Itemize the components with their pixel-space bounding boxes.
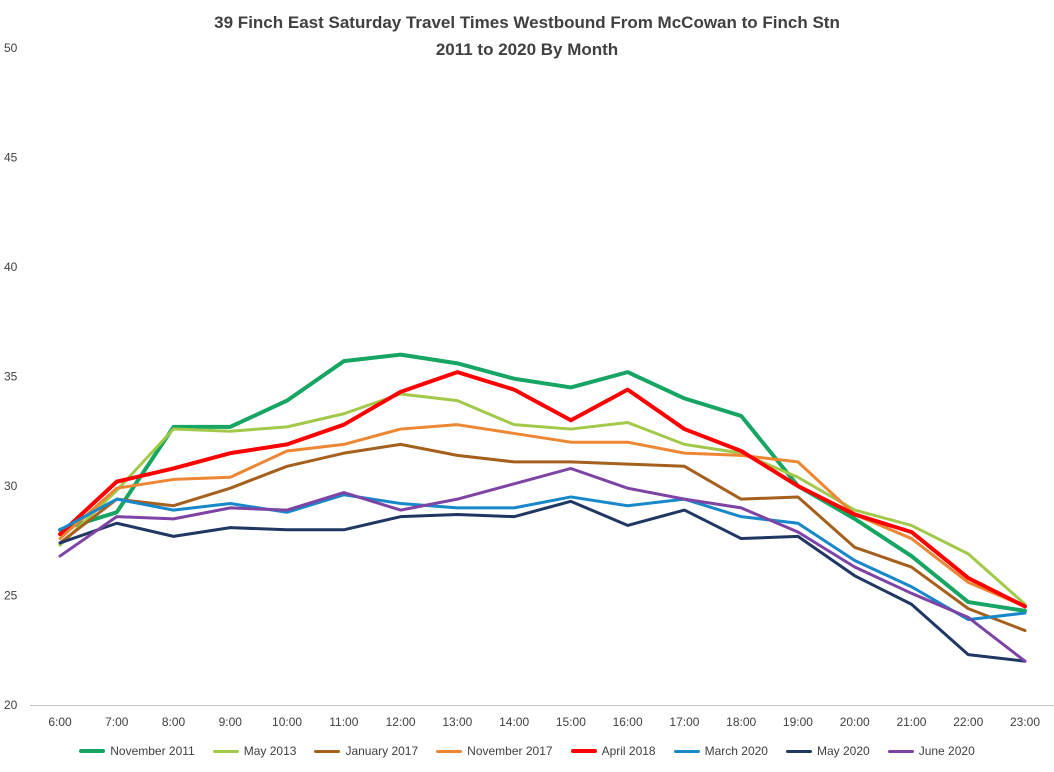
x-tick-label: 13:00 — [442, 715, 472, 729]
legend-item-may-2020: May 2020 — [785, 744, 870, 758]
legend-swatch-may-2020 — [785, 749, 812, 753]
legend-swatch-may-2013 — [212, 749, 239, 753]
x-tick-label: 18:00 — [726, 715, 756, 729]
travel-times-line-chart: 20 25 30 35 40 45 50 6:00 7:00 8:00 9:00 10:00 11:00… — [4, 41, 1054, 729]
x-tick-label: 16:00 — [613, 715, 643, 729]
y-tick-label: 50 — [4, 41, 18, 55]
x-tick-label: 17:00 — [669, 715, 699, 729]
x-tick-label: 14:00 — [499, 715, 529, 729]
x-tick-label: 9:00 — [219, 715, 243, 729]
x-tick-label: 23:00 — [1010, 715, 1040, 729]
series-line-may-2020 — [58, 499, 1027, 663]
series-line-march-2020 — [58, 493, 1027, 622]
y-axis-labels: 20 25 30 35 40 45 50 — [4, 41, 18, 712]
x-tick-label: 10:00 — [272, 715, 302, 729]
series-lines — [58, 352, 1027, 663]
x-tick-label: 12:00 — [386, 715, 416, 729]
legend-swatch-november-2017 — [436, 749, 463, 753]
legend-label-november-2011: November 2011 — [110, 744, 195, 758]
legend-label-april-2018: April 2018 — [601, 744, 656, 758]
chart-legend: November 2011 May 2013 January 2017 Novembe… — [0, 744, 1054, 758]
x-tick-label: 21:00 — [896, 715, 926, 729]
series-line-january-2017 — [58, 442, 1027, 633]
legend-item-november-2011: November 2011 — [79, 744, 195, 758]
x-tick-label: 15:00 — [556, 715, 586, 729]
legend-item-april-2018: April 2018 — [570, 744, 656, 758]
y-tick-label: 45 — [4, 151, 18, 165]
y-tick-label: 40 — [4, 260, 18, 274]
y-tick-label: 20 — [4, 698, 18, 712]
x-tick-label: 22:00 — [953, 715, 983, 729]
y-tick-label: 30 — [4, 479, 18, 493]
x-tick-label: 19:00 — [783, 715, 813, 729]
legend-label-january-2017: January 2017 — [345, 744, 419, 758]
legend-label-may-2020: May 2020 — [816, 744, 870, 758]
series-line-april-2018 — [58, 370, 1027, 609]
y-tick-label: 25 — [4, 589, 18, 603]
series-line-may-2013 — [58, 392, 1027, 606]
legend-swatch-january-2017 — [314, 749, 341, 753]
legend-label-november-2017: November 2017 — [467, 744, 553, 758]
x-tick-label: 8:00 — [162, 715, 186, 729]
legend-swatch-april-2018 — [570, 749, 597, 753]
x-tick-label: 6:00 — [48, 715, 72, 729]
legend-label-june-2020: June 2020 — [918, 744, 975, 758]
x-tick-label: 7:00 — [105, 715, 129, 729]
x-tick-label: 11:00 — [329, 715, 358, 729]
y-tick-label: 35 — [4, 370, 18, 384]
series-line-november-2011 — [58, 352, 1027, 613]
legend-swatch-june-2020 — [887, 749, 914, 753]
legend-label-march-2020: March 2020 — [704, 744, 768, 758]
legend-item-june-2020: June 2020 — [887, 744, 975, 758]
series-line-june-2020 — [58, 466, 1027, 663]
legend-item-march-2020: March 2020 — [673, 744, 768, 758]
legend-item-january-2017: January 2017 — [314, 744, 418, 758]
x-axis-labels: 6:00 7:00 8:00 9:00 10:00 11:00 12:00 13:00 14:0… — [48, 715, 1040, 729]
legend-item-may-2013: May 2013 — [212, 744, 297, 758]
x-tick-label: 20:00 — [840, 715, 870, 729]
legend-item-november-2017: November 2017 — [436, 744, 553, 758]
legend-swatch-march-2020 — [673, 749, 700, 753]
legend-swatch-november-2011 — [79, 749, 106, 753]
legend-label-may-2013: May 2013 — [243, 744, 297, 758]
